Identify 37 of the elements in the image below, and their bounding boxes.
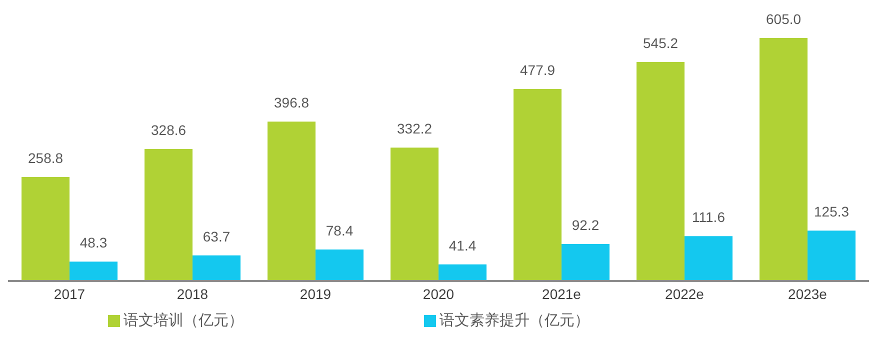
x-tick-label: 2022e xyxy=(665,286,704,302)
bar xyxy=(192,255,241,281)
bar xyxy=(514,89,562,281)
data-label: 258.8 xyxy=(28,150,64,166)
x-tick-label: 2021e xyxy=(542,286,582,302)
data-label: 63.7 xyxy=(202,228,230,244)
data-label: 396.8 xyxy=(274,94,310,111)
x-tick-label: 2023e xyxy=(788,286,828,302)
bar xyxy=(144,149,193,281)
data-label: 477.9 xyxy=(520,62,556,78)
data-label: 545.2 xyxy=(643,35,678,52)
x-tick-label: 2020 xyxy=(422,286,454,302)
bar xyxy=(760,38,808,281)
bar xyxy=(684,236,733,281)
bar xyxy=(636,62,685,281)
bar xyxy=(562,244,610,281)
x-tick-label: 2019 xyxy=(300,286,332,302)
data-label: 605.0 xyxy=(766,11,802,27)
bar xyxy=(70,262,118,281)
data-label: 328.6 xyxy=(151,122,186,138)
x-tick-label: 2018 xyxy=(176,286,208,302)
data-label: 78.4 xyxy=(326,222,354,239)
data-label: 332.2 xyxy=(397,120,432,137)
data-label: 41.4 xyxy=(448,237,476,254)
data-label: 111.6 xyxy=(692,209,726,226)
bar xyxy=(808,230,856,281)
legend-label: 语文培训（亿元） xyxy=(124,312,244,329)
x-tick-label: 2017 xyxy=(54,286,86,302)
bar xyxy=(22,177,70,281)
legend-label: 语文素养提升（亿元） xyxy=(440,312,590,329)
bar xyxy=(438,264,487,281)
bar xyxy=(316,250,364,281)
data-label: 92.2 xyxy=(572,216,600,233)
bar xyxy=(390,148,439,281)
data-label: 125.3 xyxy=(814,204,850,220)
data-label: 48.3 xyxy=(80,234,108,251)
bar xyxy=(268,122,316,281)
